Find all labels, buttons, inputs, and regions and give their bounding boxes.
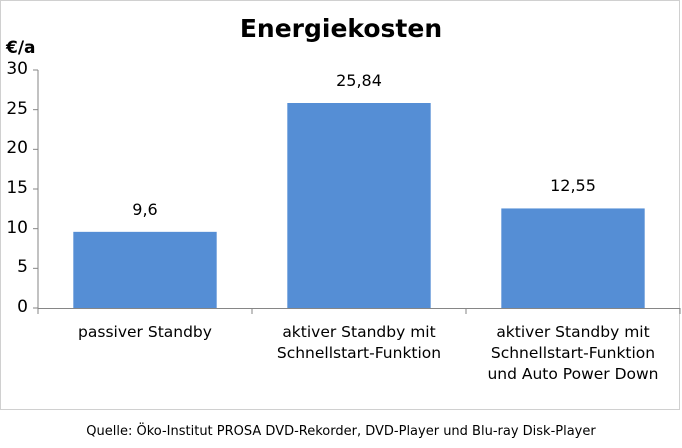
y-axis-label: €/a (6, 38, 36, 58)
chart-title: Energiekosten (239, 14, 443, 43)
bar (501, 208, 645, 308)
y-tick-label: 25 (6, 98, 28, 119)
source-note: Quelle: Öko-Institut PROSA DVD-Rekorder,… (86, 424, 596, 439)
bar (287, 103, 431, 308)
x-category-line: passiver Standby (78, 323, 212, 341)
x-category-line: aktiver Standby mit (496, 323, 650, 341)
x-category-label: passiver Standby (35, 322, 255, 343)
data-label: 9,6 (132, 199, 158, 219)
y-tick-label: 5 (17, 257, 28, 278)
y-tick-label: 15 (6, 178, 28, 198)
data-label: 12,55 (550, 176, 596, 196)
bar (73, 231, 217, 308)
y-tick-label: 30 (6, 59, 28, 79)
x-category-label: aktiver Standby mit Schnellstart-Funktion (249, 322, 469, 364)
data-label: 25,84 (336, 71, 382, 90)
y-tick-label: 20 (6, 138, 28, 159)
x-category-label: aktiver Standby mit Schnellstart-Funktion… (463, 322, 682, 385)
x-category-line: aktiver Standby mit (282, 323, 436, 341)
y-tick-label: 10 (6, 217, 28, 238)
x-category-line: und Auto Power Down (487, 365, 659, 383)
y-tick-label: 0 (17, 297, 28, 317)
x-category-line: Schnellstart-Funktion (490, 344, 656, 362)
x-category-line: Schnellstart-Funktion (276, 344, 442, 362)
